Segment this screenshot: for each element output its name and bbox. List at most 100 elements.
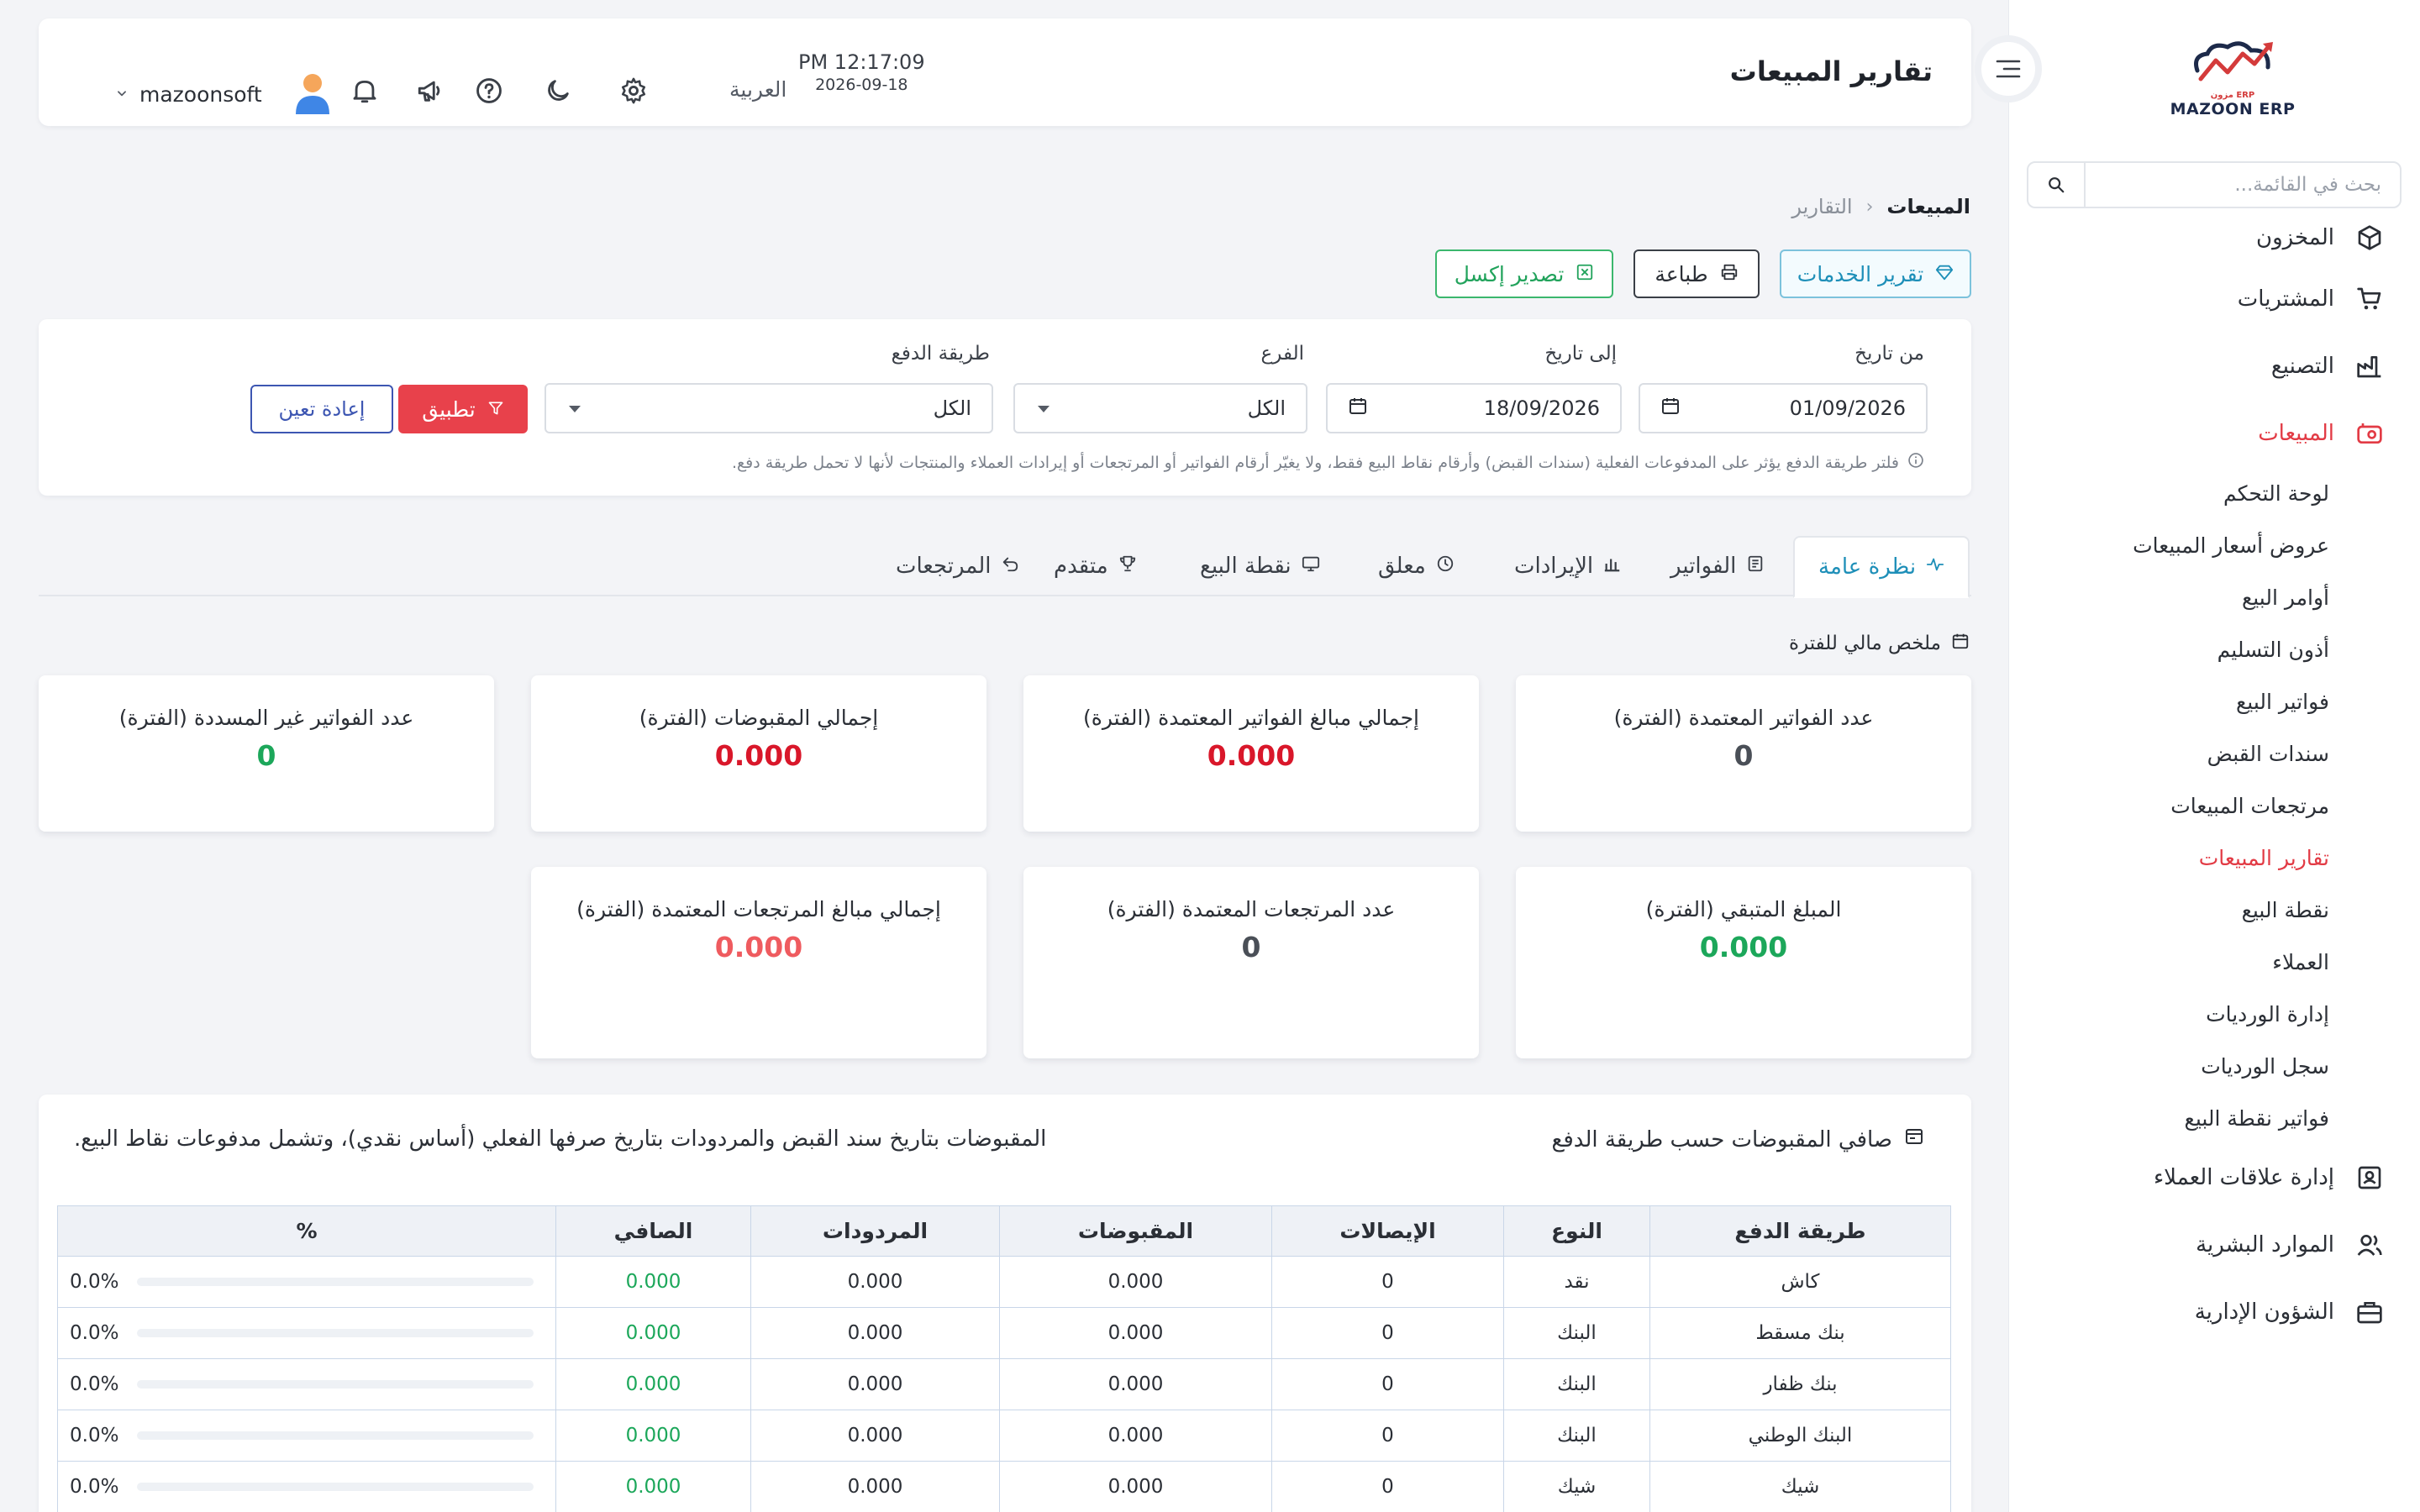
print-button[interactable]: طباعة bbox=[1634, 249, 1760, 298]
tab-revenue[interactable]: الإيرادات bbox=[1491, 536, 1645, 596]
from-date-input[interactable]: 01/09/2026 bbox=[1639, 383, 1928, 433]
percent-value: 0.0% bbox=[70, 1373, 119, 1395]
cell-collected: 0.000 bbox=[999, 1358, 1272, 1410]
settings-icon[interactable] bbox=[615, 72, 652, 109]
tab-pos[interactable]: نقطة البيع bbox=[1176, 536, 1344, 596]
summary-card: المبلغ المتبقي (الفترة) 0.000 bbox=[1516, 867, 1971, 1058]
payments-table: طريقة الدفع النوع الإيصالات المقبوضات ال… bbox=[57, 1205, 1951, 1512]
sales-submenu: لوحة التحكم عروض أسعار المبيعات أوامر ال… bbox=[2008, 467, 2420, 1144]
undo-icon bbox=[1001, 554, 1019, 579]
help-icon[interactable] bbox=[471, 72, 508, 109]
monitor-icon bbox=[1302, 554, 1320, 579]
payment-method-select[interactable]: الكل bbox=[544, 383, 993, 433]
briefcase-icon bbox=[2353, 1295, 2386, 1329]
sidebar-item-label: المبيعات bbox=[2258, 421, 2334, 446]
logo-mark-icon bbox=[2194, 41, 2273, 81]
column-header[interactable]: النوع bbox=[1503, 1205, 1650, 1257]
tab-returns[interactable]: المرتجعات bbox=[872, 536, 1043, 596]
sidebar-item-inventory[interactable]: المخزون bbox=[2008, 210, 2420, 265]
cell-net: 0.000 bbox=[555, 1461, 751, 1512]
apply-label: تطبيق bbox=[422, 396, 476, 422]
language-switch[interactable]: العربية bbox=[729, 77, 787, 102]
submenu-item[interactable]: سندات القبض bbox=[2207, 741, 2329, 766]
summary-card: عدد الفواتير المعتمدة (الفترة) 0 bbox=[1516, 675, 1971, 832]
column-header[interactable]: طريقة الدفع bbox=[1649, 1205, 1951, 1257]
from-date-label: من تاريخ bbox=[1854, 343, 1924, 365]
column-header[interactable]: المردودات bbox=[750, 1205, 1000, 1257]
dropdown-arrow-icon bbox=[1035, 396, 1052, 420]
payments-title-text: صافي المقبوضات حسب طريقة الدفع bbox=[1551, 1126, 1892, 1152]
header-clock: PM 12:17:09 2026-09-18 bbox=[798, 50, 925, 94]
summary-card-value: 0 bbox=[256, 739, 276, 772]
sidebar-item-manufacturing[interactable]: التصنيع bbox=[2008, 333, 2420, 400]
chevron-left-icon bbox=[2412, 1228, 2420, 1262]
branch-select[interactable]: الكل bbox=[1013, 383, 1307, 433]
reset-filters-button[interactable]: إعادة تعين bbox=[250, 385, 393, 433]
to-date-input[interactable]: 18/09/2026 bbox=[1326, 383, 1622, 433]
submenu-item[interactable]: سجل الورديات bbox=[2201, 1053, 2329, 1079]
megaphone-icon[interactable] bbox=[412, 72, 449, 109]
top-header: تقارير المبيعات PM 12:17:09 2026-09-18 ا… bbox=[39, 18, 1971, 126]
summary-card-value: 0.000 bbox=[1699, 931, 1788, 963]
percent-bar bbox=[137, 1380, 534, 1389]
brand-logo[interactable]: مزون ERP MAZOON ERP bbox=[2153, 35, 2312, 118]
cell-receipts: 0 bbox=[1271, 1307, 1504, 1359]
percent-wrapper: 0.0% bbox=[58, 1462, 555, 1512]
summary-card: عدد المرتجعات المعتمدة (الفترة) 0 bbox=[1023, 867, 1479, 1058]
printer-icon bbox=[1720, 262, 1739, 286]
tab-invoices[interactable]: الفواتير bbox=[1647, 536, 1788, 596]
sidebar-item-label: الموارد البشرية bbox=[2196, 1232, 2334, 1257]
payments-panel: صافي المقبوضات حسب طريقة الدفع المقبوضات… bbox=[39, 1095, 1971, 1512]
summary-card: عدد الفواتير غير المسددة (الفترة) 0 bbox=[39, 675, 494, 832]
chevron-down-icon bbox=[116, 87, 128, 102]
apply-filters-button[interactable]: تطبيق bbox=[398, 385, 528, 433]
submenu-item-active[interactable]: تقارير المبيعات bbox=[2198, 845, 2329, 870]
breadcrumb-parent[interactable]: المبيعات bbox=[1886, 195, 1970, 218]
menu-toggle-button[interactable] bbox=[1975, 35, 2042, 102]
summary-card-title: إجمالي مبالغ الفواتير المعتمدة (الفترة) bbox=[1083, 706, 1419, 730]
percent-value: 0.0% bbox=[70, 1476, 119, 1498]
submenu-item[interactable]: نقطة البيع bbox=[2241, 897, 2329, 922]
sidebar-search-input[interactable] bbox=[2086, 163, 2400, 207]
services-report-label: تقرير الخدمات bbox=[1797, 261, 1924, 286]
submenu-item[interactable]: فواتير البيع bbox=[2235, 689, 2329, 714]
submenu-item[interactable]: لوحة التحكم bbox=[2223, 480, 2329, 506]
user-menu[interactable]: mazoonsoft bbox=[116, 71, 333, 118]
summary-card-title: إجمالي المقبوضات (الفترة) bbox=[639, 706, 879, 730]
summary-card-value: 0 bbox=[1733, 739, 1754, 772]
cell-percent: 0.0% bbox=[57, 1461, 556, 1512]
summary-heading-text: ملخص مالي للفترة bbox=[1788, 633, 1941, 654]
submenu-item[interactable]: العملاء bbox=[2272, 949, 2329, 974]
submenu-item[interactable]: فواتير نقطة البيع bbox=[2184, 1105, 2329, 1131]
sidebar-item-sales[interactable]: المبيعات bbox=[2008, 400, 2420, 467]
branch-value: الكل bbox=[1247, 396, 1286, 420]
submenu-item[interactable]: إدارة الورديات bbox=[2206, 1001, 2329, 1026]
factory-icon bbox=[2353, 349, 2386, 383]
sidebar-item-admin[interactable]: الشؤون الإدارية bbox=[2008, 1278, 2420, 1346]
submenu-item[interactable]: مرتجعات المبيعات bbox=[2170, 793, 2329, 818]
dark-mode-icon[interactable] bbox=[539, 72, 576, 109]
sidebar-item-purchases[interactable]: المشتريات bbox=[2008, 265, 2420, 333]
tab-label: المرتجعات bbox=[896, 554, 992, 579]
tab-advanced[interactable]: متقدم bbox=[1030, 536, 1160, 596]
column-header[interactable]: الصافي bbox=[555, 1205, 751, 1257]
submenu-item[interactable]: أوامر البيع bbox=[2241, 585, 2329, 610]
percent-bar bbox=[137, 1278, 534, 1286]
submenu-item[interactable]: عروض أسعار المبيعات bbox=[2133, 533, 2329, 558]
cell-percent: 0.0% bbox=[57, 1410, 556, 1462]
column-header[interactable]: المقبوضات bbox=[999, 1205, 1272, 1257]
sidebar-search bbox=[2027, 161, 2402, 208]
submenu-item[interactable]: أذون التسليم bbox=[2217, 637, 2329, 662]
services-report-button[interactable]: تقرير الخدمات bbox=[1780, 249, 1971, 298]
notification-bell-icon[interactable] bbox=[346, 72, 383, 109]
cell-collected: 0.000 bbox=[999, 1461, 1272, 1512]
export-excel-button[interactable]: تصدير إكسل bbox=[1435, 249, 1613, 298]
search-icon[interactable] bbox=[2028, 163, 2086, 207]
sidebar-item-crm[interactable]: إدارة علاقات العملاء bbox=[2008, 1144, 2420, 1211]
sidebar-item-hr[interactable]: الموارد البشرية bbox=[2008, 1211, 2420, 1278]
sidebar-item-label: المخزون bbox=[2256, 225, 2334, 250]
column-header[interactable]: الإيصالات bbox=[1271, 1205, 1504, 1257]
column-header[interactable]: % bbox=[57, 1205, 556, 1257]
tab-overview[interactable]: نظرة عامة bbox=[1793, 536, 1970, 598]
tab-pending[interactable]: معلق bbox=[1355, 536, 1478, 596]
